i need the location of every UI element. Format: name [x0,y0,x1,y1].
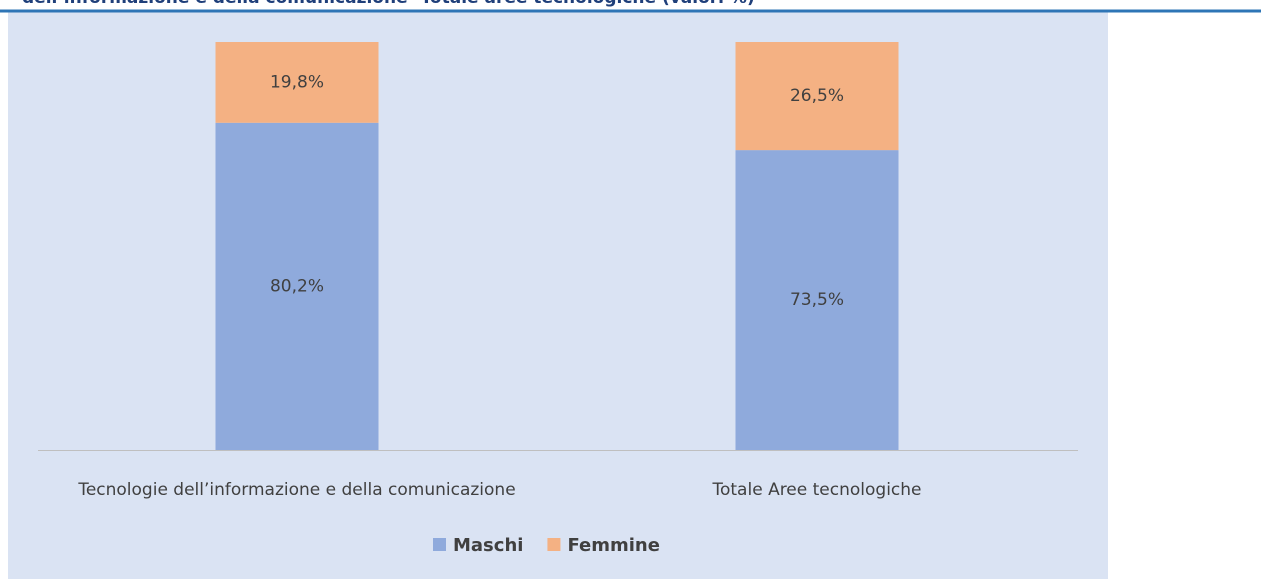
x-tick-label: Tecnologie dell’informazione e della com… [77,480,515,500]
legend-label: Maschi [453,535,523,556]
bar-segment [735,42,899,151]
value-label: 26,5% [790,86,844,106]
value-label: 80,2% [270,276,324,296]
legend-label: Femmine [567,535,659,556]
value-label: 19,8% [270,72,324,92]
chart-title: dell’informazione e della comunicazione-… [22,0,755,8]
value-label: 73,5% [790,290,844,310]
bar-segment [735,150,899,450]
plot-background [8,12,1108,579]
bar-segment [215,122,379,450]
legend-swatch [547,538,561,551]
x-tick-label: Totale Aree tecnologiche [712,480,922,500]
legend-swatch [433,538,446,551]
bar-segment [215,42,379,123]
